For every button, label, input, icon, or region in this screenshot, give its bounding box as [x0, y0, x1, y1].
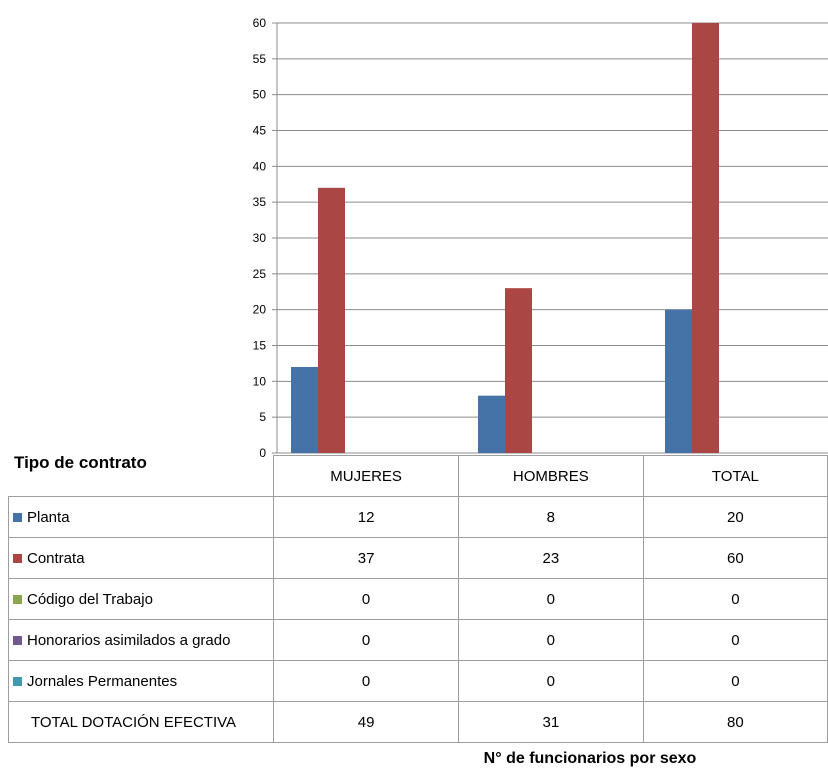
- series-label: Contrata: [27, 549, 85, 567]
- chart-title: N° de funcionarios por sexo: [483, 750, 697, 767]
- bar: [665, 309, 692, 453]
- legend-entry: Contrata: [7, 537, 275, 579]
- table-cell: 80: [642, 701, 828, 743]
- legend-entry: Jornales Permanentes: [7, 660, 275, 702]
- y-tick-label: 40: [253, 159, 267, 173]
- table-cell: 0: [457, 578, 644, 620]
- bar: [318, 187, 345, 454]
- table-cell: 12: [273, 496, 459, 538]
- y-tick-label: 50: [253, 88, 267, 102]
- table-cell: 0: [273, 619, 459, 661]
- table-cell: 0: [457, 619, 644, 661]
- table-cell: 0: [642, 619, 828, 661]
- table-cell: 0: [273, 578, 459, 620]
- category-label: MUJERES: [273, 455, 459, 497]
- legend-swatch: [13, 594, 22, 604]
- bar: [692, 23, 719, 453]
- table-header-row: MUJERES HOMBRES TOTAL: [8, 455, 828, 497]
- table-row: Planta 12 8 20: [7, 496, 828, 538]
- table-cell: 0: [457, 660, 644, 702]
- table-cell: 8: [457, 496, 644, 538]
- y-tick-label: 15: [253, 339, 267, 353]
- data-table: MUJERES HOMBRES TOTAL Planta 12 8 20 Con…: [7, 455, 828, 743]
- y-tick-label: 60: [253, 16, 267, 30]
- table-cell: 0: [273, 660, 459, 702]
- table-cell: 31: [457, 701, 644, 743]
- series-label: Honorarios asimilados a grado: [27, 631, 231, 649]
- table-cell: 37: [273, 537, 459, 579]
- y-tick-label: 20: [253, 303, 267, 317]
- table-corner: [8, 455, 275, 497]
- table-cell: 0: [642, 578, 828, 620]
- y-tick-label: 55: [253, 52, 267, 66]
- y-tick-label: 30: [253, 231, 267, 245]
- table-row: Código del Trabajo 0 0 0: [7, 578, 828, 620]
- series-label: Planta: [27, 508, 70, 526]
- legend-swatch: [13, 635, 22, 645]
- category-label: HOMBRES: [457, 455, 644, 497]
- legend-swatch: [13, 676, 22, 686]
- legend-swatch: [13, 512, 22, 522]
- series-label: Código del Trabajo: [27, 590, 153, 608]
- table-cell: 23: [457, 537, 644, 579]
- y-tick-label: 5: [259, 410, 266, 424]
- legend-swatch: [13, 553, 22, 563]
- bar-chart: 0 5 10 15 20 25 30 35 40 45 50 55 60: [253, 16, 828, 460]
- legend-entry: Honorarios asimilados a grado: [7, 619, 275, 661]
- table-cell: 49: [273, 701, 459, 743]
- table-row: Contrata 37 23 60: [7, 537, 828, 579]
- y-tick-label: 45: [253, 124, 267, 138]
- legend-entry: Código del Trabajo: [7, 578, 275, 620]
- table-cell: 60: [642, 537, 828, 579]
- y-tick-label: 0: [259, 446, 266, 460]
- bar: [291, 367, 318, 453]
- table-row: Jornales Permanentes 0 0 0: [7, 660, 828, 702]
- y-tick-label: 35: [253, 195, 267, 209]
- table-cell: 20: [642, 496, 828, 538]
- bar: [505, 288, 532, 453]
- table-cell: 0: [642, 660, 828, 702]
- series-label: Jornales Permanentes: [27, 672, 178, 690]
- table-total-row: TOTAL DOTACIÓN EFECTIVA 49 31 80: [7, 701, 828, 743]
- legend-entry: Planta: [7, 496, 275, 538]
- total-label: TOTAL DOTACIÓN EFECTIVA: [7, 701, 275, 743]
- y-tick-label: 10: [253, 374, 267, 388]
- category-label: TOTAL: [642, 455, 828, 497]
- y-tick-label: 25: [253, 267, 267, 281]
- table-row: Honorarios asimilados a grado 0 0 0: [7, 619, 828, 661]
- bar: [478, 395, 505, 453]
